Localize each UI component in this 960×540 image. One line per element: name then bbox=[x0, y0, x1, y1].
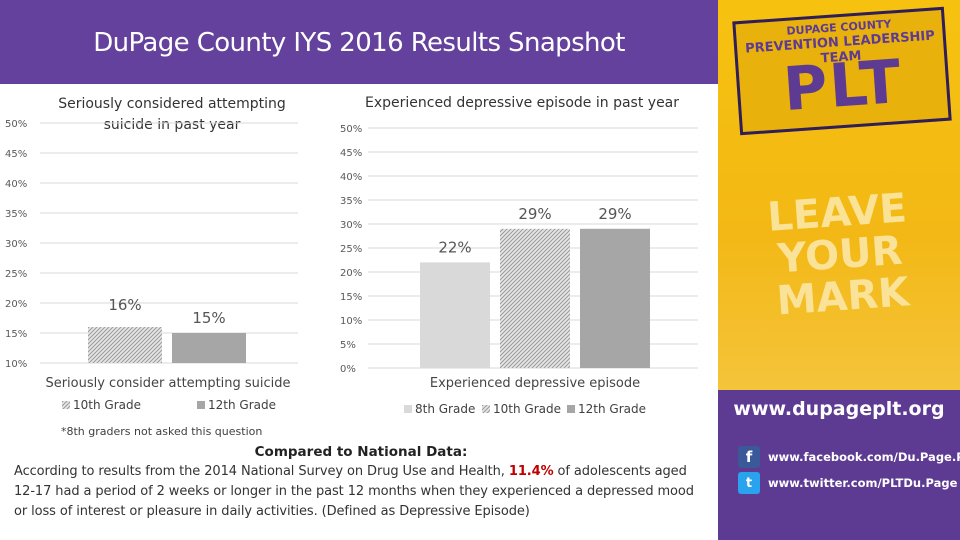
left-y-tick-label: 35% bbox=[5, 209, 27, 220]
chart-right-title: Experienced depressive episode in past y… bbox=[365, 95, 679, 111]
right-bar-8th-grade bbox=[420, 262, 490, 368]
legend-swatch-10th-grade-right bbox=[482, 405, 490, 413]
left-y-tick-label: 15% bbox=[5, 329, 27, 340]
chart-left-note: *8th graders not asked this question bbox=[61, 425, 262, 438]
national-body: According to results from the 2014 Natio… bbox=[14, 462, 708, 522]
national-comparison: Compared to National Data: According to … bbox=[14, 444, 708, 522]
right-data-label-10th-grade: 29% bbox=[518, 205, 551, 223]
left-data-label-10th-grade: 16% bbox=[108, 296, 141, 314]
right-bar-12th-grade bbox=[580, 228, 650, 368]
right-bar-10th-grade bbox=[500, 228, 570, 368]
legend-swatch-12th-grade-right bbox=[567, 405, 575, 413]
slogan-line1: LEAVE YOUR bbox=[765, 185, 909, 283]
national-body-before: According to results from the 2014 Natio… bbox=[14, 464, 505, 479]
facebook-icon: f bbox=[738, 446, 760, 468]
left-y-tick-label: 40% bbox=[5, 179, 27, 190]
right-y-tick-label: 15% bbox=[340, 292, 362, 303]
header-banner: DuPage County IYS 2016 Results Snapshot bbox=[0, 0, 718, 84]
left-y-tick-label: 20% bbox=[5, 299, 27, 310]
left-y-tick-label: 10% bbox=[5, 359, 27, 370]
plt-logo: DUPAGE COUNTY PREVENTION LEADERSHIP TEAM… bbox=[732, 6, 952, 136]
facebook-url: www.facebook.com/Du.Page.PLT bbox=[768, 450, 960, 464]
left-y-tick-label: 45% bbox=[5, 149, 27, 160]
slogan: LEAVE YOUR MARK bbox=[718, 184, 960, 326]
left-bar-10th-grade bbox=[88, 327, 162, 363]
logo-plt-text: PLT bbox=[781, 46, 905, 126]
legend-swatch-12th-grade bbox=[197, 401, 205, 409]
left-y-tick-label: 30% bbox=[5, 239, 27, 250]
twitter-link[interactable]: t www.twitter.com/PLTDu.Page bbox=[738, 470, 957, 496]
twitter-url: www.twitter.com/PLTDu.Page bbox=[768, 476, 958, 490]
left-data-label-12th-grade: 15% bbox=[192, 309, 225, 327]
legend-label-10th-grade: 10th Grade bbox=[73, 398, 141, 412]
right-y-tick-label: 45% bbox=[340, 148, 362, 159]
chart-right: Experienced depressive episode in past y… bbox=[340, 95, 698, 416]
sidebar-promo: DUPAGE COUNTY PREVENTION LEADERSHIP TEAM… bbox=[718, 0, 960, 540]
right-y-tick-label: 40% bbox=[340, 172, 362, 183]
right-y-tick-label: 5% bbox=[340, 340, 356, 351]
left-bar-12th-grade bbox=[172, 333, 246, 363]
charts-canvas: Seriously considered attempting suicide … bbox=[5, 95, 698, 438]
right-y-tick-label: 25% bbox=[340, 244, 362, 255]
chart-left-title-line2: suicide in past year bbox=[104, 117, 241, 133]
legend-label-12th-grade-right: 12th Grade bbox=[578, 402, 646, 416]
right-y-tick-label: 20% bbox=[340, 268, 362, 279]
page-title: DuPage County IYS 2016 Results Snapshot bbox=[93, 28, 625, 58]
legend-swatch-10th-grade bbox=[62, 401, 70, 409]
chart-left-legend: 10th Grade 12th Grade bbox=[62, 398, 276, 412]
left-y-tick-label: 25% bbox=[5, 269, 27, 280]
right-y-tick-label: 10% bbox=[340, 316, 362, 327]
right-y-tick-label: 35% bbox=[340, 196, 362, 207]
chart-left: Seriously considered attempting suicide … bbox=[5, 96, 298, 438]
legend-label-10th-grade-right: 10th Grade bbox=[493, 402, 561, 416]
right-data-label-12th-grade: 29% bbox=[598, 205, 631, 223]
legend-label-8th-grade: 8th Grade bbox=[415, 402, 475, 416]
chart-left-category-label: Seriously consider attempting suicide bbox=[45, 376, 290, 391]
national-highlight: 11.4% bbox=[508, 464, 554, 479]
right-data-label-8th-grade: 22% bbox=[438, 238, 471, 256]
chart-right-legend: 8th Grade 10th Grade 12th Grade bbox=[404, 402, 646, 416]
national-heading: Compared to National Data: bbox=[254, 444, 468, 460]
national-body-after: of adolescents aged 12-17 had a period o… bbox=[14, 464, 694, 519]
legend-label-12th-grade: 12th Grade bbox=[208, 398, 276, 412]
legend-swatch-8th-grade bbox=[404, 405, 412, 413]
facebook-link[interactable]: f www.facebook.com/Du.Page.PLT bbox=[738, 444, 960, 470]
right-y-tick-label: 50% bbox=[340, 124, 362, 135]
chart-right-category-label: Experienced depressive episode bbox=[430, 376, 640, 391]
right-y-tick-label: 30% bbox=[340, 220, 362, 231]
website-link[interactable]: www.dupageplt.org bbox=[733, 398, 945, 420]
chart-left-title-line1: Seriously considered attempting bbox=[58, 96, 286, 112]
left-y-tick-label: 50% bbox=[5, 119, 27, 130]
twitter-icon: t bbox=[738, 472, 760, 494]
right-y-tick-label: 0% bbox=[340, 364, 356, 375]
